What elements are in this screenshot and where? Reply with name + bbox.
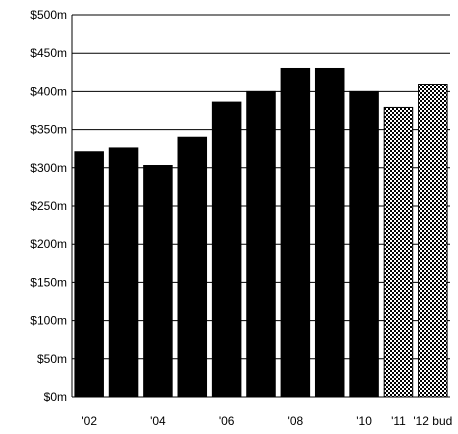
bar (177, 136, 208, 398)
bar (74, 151, 104, 398)
bar (108, 147, 139, 398)
x-tick-label: '12 bud (413, 414, 452, 428)
x-tick-label: '02 (81, 414, 97, 428)
y-tick-label: $100m (30, 314, 67, 328)
x-tick-label: '04 (150, 414, 166, 428)
y-axis-tick-labels: $0m $50m $100m $150m $200m $250m $300m $350m $40… (30, 8, 67, 404)
y-tick-label: $0m (44, 390, 67, 404)
y-tick-label: $200m (30, 237, 67, 251)
x-tick-label: '06 (219, 414, 235, 428)
bar (418, 84, 448, 398)
bar (280, 67, 311, 398)
y-tick-label: $400m (30, 84, 67, 98)
bars (74, 67, 448, 398)
y-tick-label: $50m (37, 352, 67, 366)
y-tick-label: $300m (30, 161, 67, 175)
y-tick-label: $250m (30, 199, 67, 213)
bar (211, 101, 242, 398)
y-tick-label: $350m (30, 123, 67, 137)
bar (246, 90, 276, 398)
y-tick-label: $150m (30, 275, 67, 289)
bar (349, 90, 379, 398)
x-axis-tick-labels: '02 '04 '06 '08 '10 '11 '12 bud (81, 414, 452, 428)
x-tick-label: '10 (356, 414, 372, 428)
bar (383, 106, 414, 398)
x-tick-label: '11 (391, 414, 406, 428)
x-tick-label: '08 (288, 414, 304, 428)
bar (314, 67, 345, 398)
y-tick-label: $500m (30, 8, 67, 22)
y-tick-label: $450m (30, 46, 67, 60)
bar (143, 165, 173, 398)
